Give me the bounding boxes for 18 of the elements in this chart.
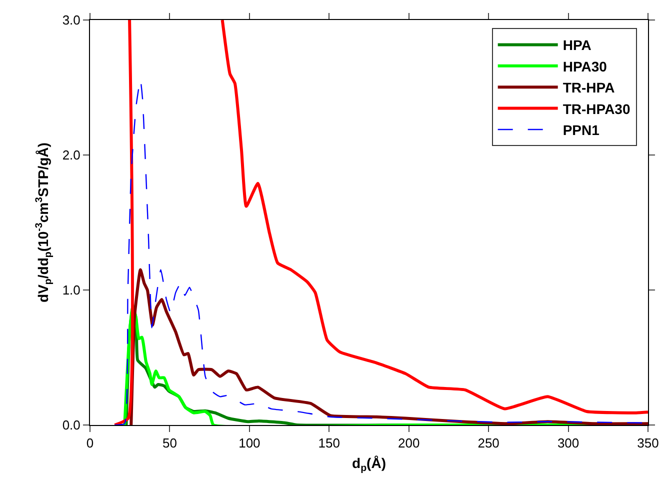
x-tick-label: 200 <box>398 436 420 451</box>
y-tick-label: 2.0 <box>62 148 80 163</box>
x-tick-label: 300 <box>557 436 580 451</box>
x-tick-label: 150 <box>318 436 340 451</box>
legend-label: HPA30 <box>562 58 608 74</box>
x-tick-label: 0 <box>86 436 94 451</box>
y-tick-label: 0.0 <box>62 418 80 433</box>
x-tick-label: 250 <box>478 436 500 451</box>
legend-label: TR-HPA30 <box>562 100 630 117</box>
legend-label: HPA <box>562 37 592 54</box>
x-tick-label: 100 <box>238 436 260 451</box>
x-tick-label: 350 <box>637 436 659 451</box>
x-tick-label: 50 <box>162 436 177 451</box>
x-axis-title: d$_{p}$(Å) <box>352 454 386 474</box>
legend-label: TR-HPA <box>562 80 615 96</box>
y-tick-label: 3.0 <box>62 12 80 28</box>
legend-label: PPN1 <box>562 122 600 138</box>
y-tick-label: 1.0 <box>62 282 80 298</box>
